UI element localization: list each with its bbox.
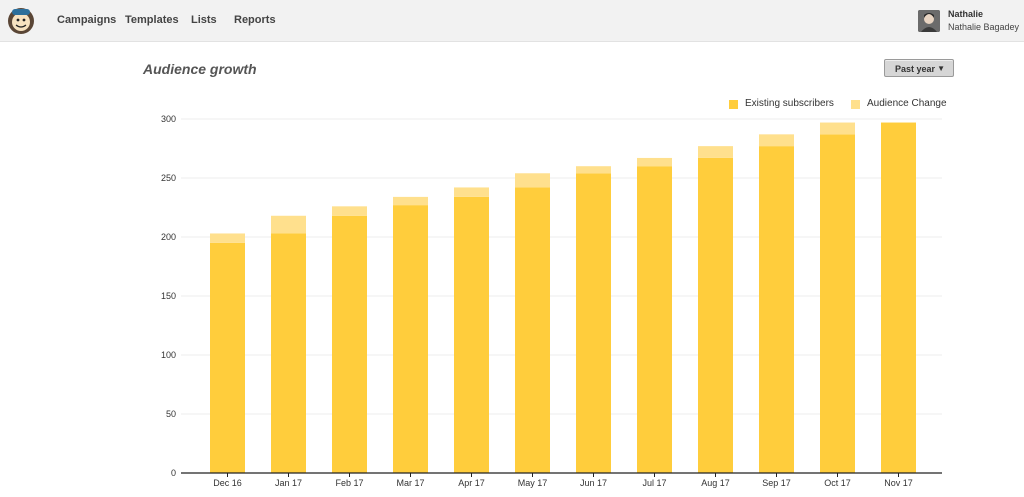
- legend-existing-subscribers[interactable]: Existing subscribers: [745, 98, 834, 109]
- x-tick-label: Jun 17: [580, 478, 607, 488]
- legend-swatch-change: [851, 100, 860, 109]
- avatar[interactable]: [918, 10, 940, 32]
- bar-existing-subscribers[interactable]: [759, 146, 794, 473]
- x-tick-label: Jan 17: [275, 478, 302, 488]
- nav-lists[interactable]: Lists: [191, 14, 217, 26]
- bar-audience-change[interactable]: [210, 233, 245, 243]
- top-navigation-bar: Campaigns Templates Lists Reports Nathal…: [0, 0, 1024, 42]
- mailchimp-logo-icon[interactable]: [6, 6, 36, 36]
- chart-bars: [210, 122, 916, 473]
- date-range-dropdown[interactable]: Past year ▼: [884, 59, 954, 77]
- chart-axes: 0 50 100 150 200 250 300 Dec 16 Jan 17 Feb 17 Mar …: [161, 114, 942, 488]
- chevron-down-icon: ▼: [937, 64, 945, 73]
- x-tick-label: Oct 17: [824, 478, 851, 488]
- x-tick-label: May 17: [518, 478, 548, 488]
- bar-audience-change[interactable]: [759, 134, 794, 147]
- bar-audience-change[interactable]: [820, 122, 855, 135]
- x-tick-label: Dec 16: [213, 478, 242, 488]
- bar-existing-subscribers[interactable]: [576, 173, 611, 473]
- bar-existing-subscribers[interactable]: [454, 196, 489, 473]
- user-menu[interactable]: Nathalie Nathalie Bagadey: [918, 9, 1019, 35]
- bar-existing-subscribers[interactable]: [271, 233, 306, 473]
- x-tick-label: Mar 17: [396, 478, 424, 488]
- legend-audience-change[interactable]: Audience Change: [867, 98, 947, 109]
- date-range-label: Past year: [895, 64, 936, 74]
- y-tick-label: 0: [171, 468, 176, 478]
- bar-audience-change[interactable]: [515, 173, 550, 188]
- x-tick-label: Jul 17: [642, 478, 666, 488]
- bar-audience-change[interactable]: [271, 215, 306, 234]
- bar-audience-change[interactable]: [393, 196, 428, 206]
- x-tick-label: Apr 17: [458, 478, 485, 488]
- page-title: Audience growth: [143, 61, 257, 77]
- bar-existing-subscribers[interactable]: [698, 157, 733, 473]
- bar-existing-subscribers[interactable]: [881, 122, 916, 473]
- x-tick-label: Feb 17: [335, 478, 363, 488]
- bar-existing-subscribers[interactable]: [515, 187, 550, 473]
- chart-gridlines: [181, 118, 942, 415]
- nav-reports[interactable]: Reports: [234, 14, 276, 26]
- user-avatar-icon: [918, 10, 940, 32]
- bar-existing-subscribers[interactable]: [393, 205, 428, 473]
- bar-audience-change[interactable]: [332, 206, 367, 216]
- y-tick-label: 100: [161, 350, 176, 360]
- y-tick-label: 200: [161, 232, 176, 242]
- y-tick-label: 150: [161, 291, 176, 301]
- x-tick-label: Nov 17: [884, 478, 913, 488]
- user-name: Nathalie: [948, 9, 984, 19]
- bar-audience-change[interactable]: [454, 187, 489, 197]
- x-tick-label: Sep 17: [762, 478, 791, 488]
- bar-audience-change[interactable]: [698, 146, 733, 158]
- bar-audience-change[interactable]: [576, 166, 611, 174]
- bar-existing-subscribers[interactable]: [210, 242, 245, 473]
- bar-existing-subscribers[interactable]: [332, 215, 367, 473]
- x-tick-label: Aug 17: [701, 478, 730, 488]
- y-tick-label: 250: [161, 173, 176, 183]
- nav-campaigns[interactable]: Campaigns: [57, 14, 117, 26]
- y-tick-label: 300: [161, 114, 176, 124]
- bar-audience-change[interactable]: [637, 157, 672, 167]
- user-full-name: Nathalie Bagadey: [948, 22, 1020, 32]
- nav-templates[interactable]: Templates: [125, 14, 179, 26]
- y-tick-label: 50: [166, 409, 176, 419]
- bar-existing-subscribers[interactable]: [637, 166, 672, 473]
- bar-existing-subscribers[interactable]: [820, 134, 855, 473]
- legend-swatch-existing: [729, 100, 738, 109]
